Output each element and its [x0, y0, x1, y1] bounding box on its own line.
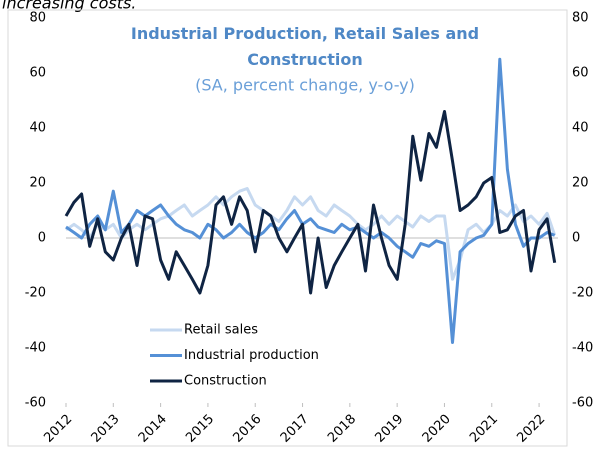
y2-tick-label: 0: [572, 231, 580, 246]
y2-tick-label: -20: [572, 286, 593, 301]
y2-tick-label: -40: [572, 341, 593, 356]
y-tick-label: 0: [38, 231, 46, 246]
legend-label: Retail sales: [184, 323, 258, 338]
x-tick-label: 2014: [136, 412, 170, 446]
series-line: [65, 57, 556, 344]
x-tick-label: 2021: [467, 412, 501, 446]
header-fragment: increasing costs.: [2, 0, 136, 13]
y-tick-label: -20: [25, 286, 46, 301]
y2-tick-label: 60: [572, 66, 589, 81]
series-line: [65, 187, 557, 281]
y2-tick-label: 80: [572, 11, 589, 26]
y2-tick-label: 20: [572, 176, 589, 191]
x-tick-label: 2022: [514, 412, 548, 446]
x-tick-label: 2017: [278, 412, 312, 446]
y2-tick-label: -60: [572, 396, 593, 411]
y-tick-label: -40: [25, 341, 46, 356]
x-tick-label: 2019: [372, 412, 406, 446]
legend-label: Industrial production: [184, 348, 319, 363]
x-tick-label: 2018: [325, 412, 359, 446]
x-tick-label: 2015: [183, 412, 217, 446]
y2-tick-label: 40: [572, 121, 589, 136]
y-tick-label: -60: [25, 396, 46, 411]
x-tick-label: 2016: [231, 412, 265, 446]
x-tick-label: 2013: [89, 412, 123, 446]
legend-label: Construction: [184, 374, 267, 389]
y-tick-label: 80: [29, 11, 46, 26]
series-line: [64, 110, 557, 295]
chart-subtitle: (SA, percent change, y-o-y): [195, 76, 415, 95]
y-tick-label: 40: [29, 121, 46, 136]
chart-frame: [7, 9, 568, 447]
chart-title: Industrial Production, Retail Sales and C…: [131, 24, 479, 69]
x-tick-label: 2012: [41, 412, 75, 446]
x-tick-label: 2020: [420, 412, 454, 446]
y-tick-label: 20: [29, 176, 46, 191]
y-tick-label: 60: [29, 66, 46, 81]
